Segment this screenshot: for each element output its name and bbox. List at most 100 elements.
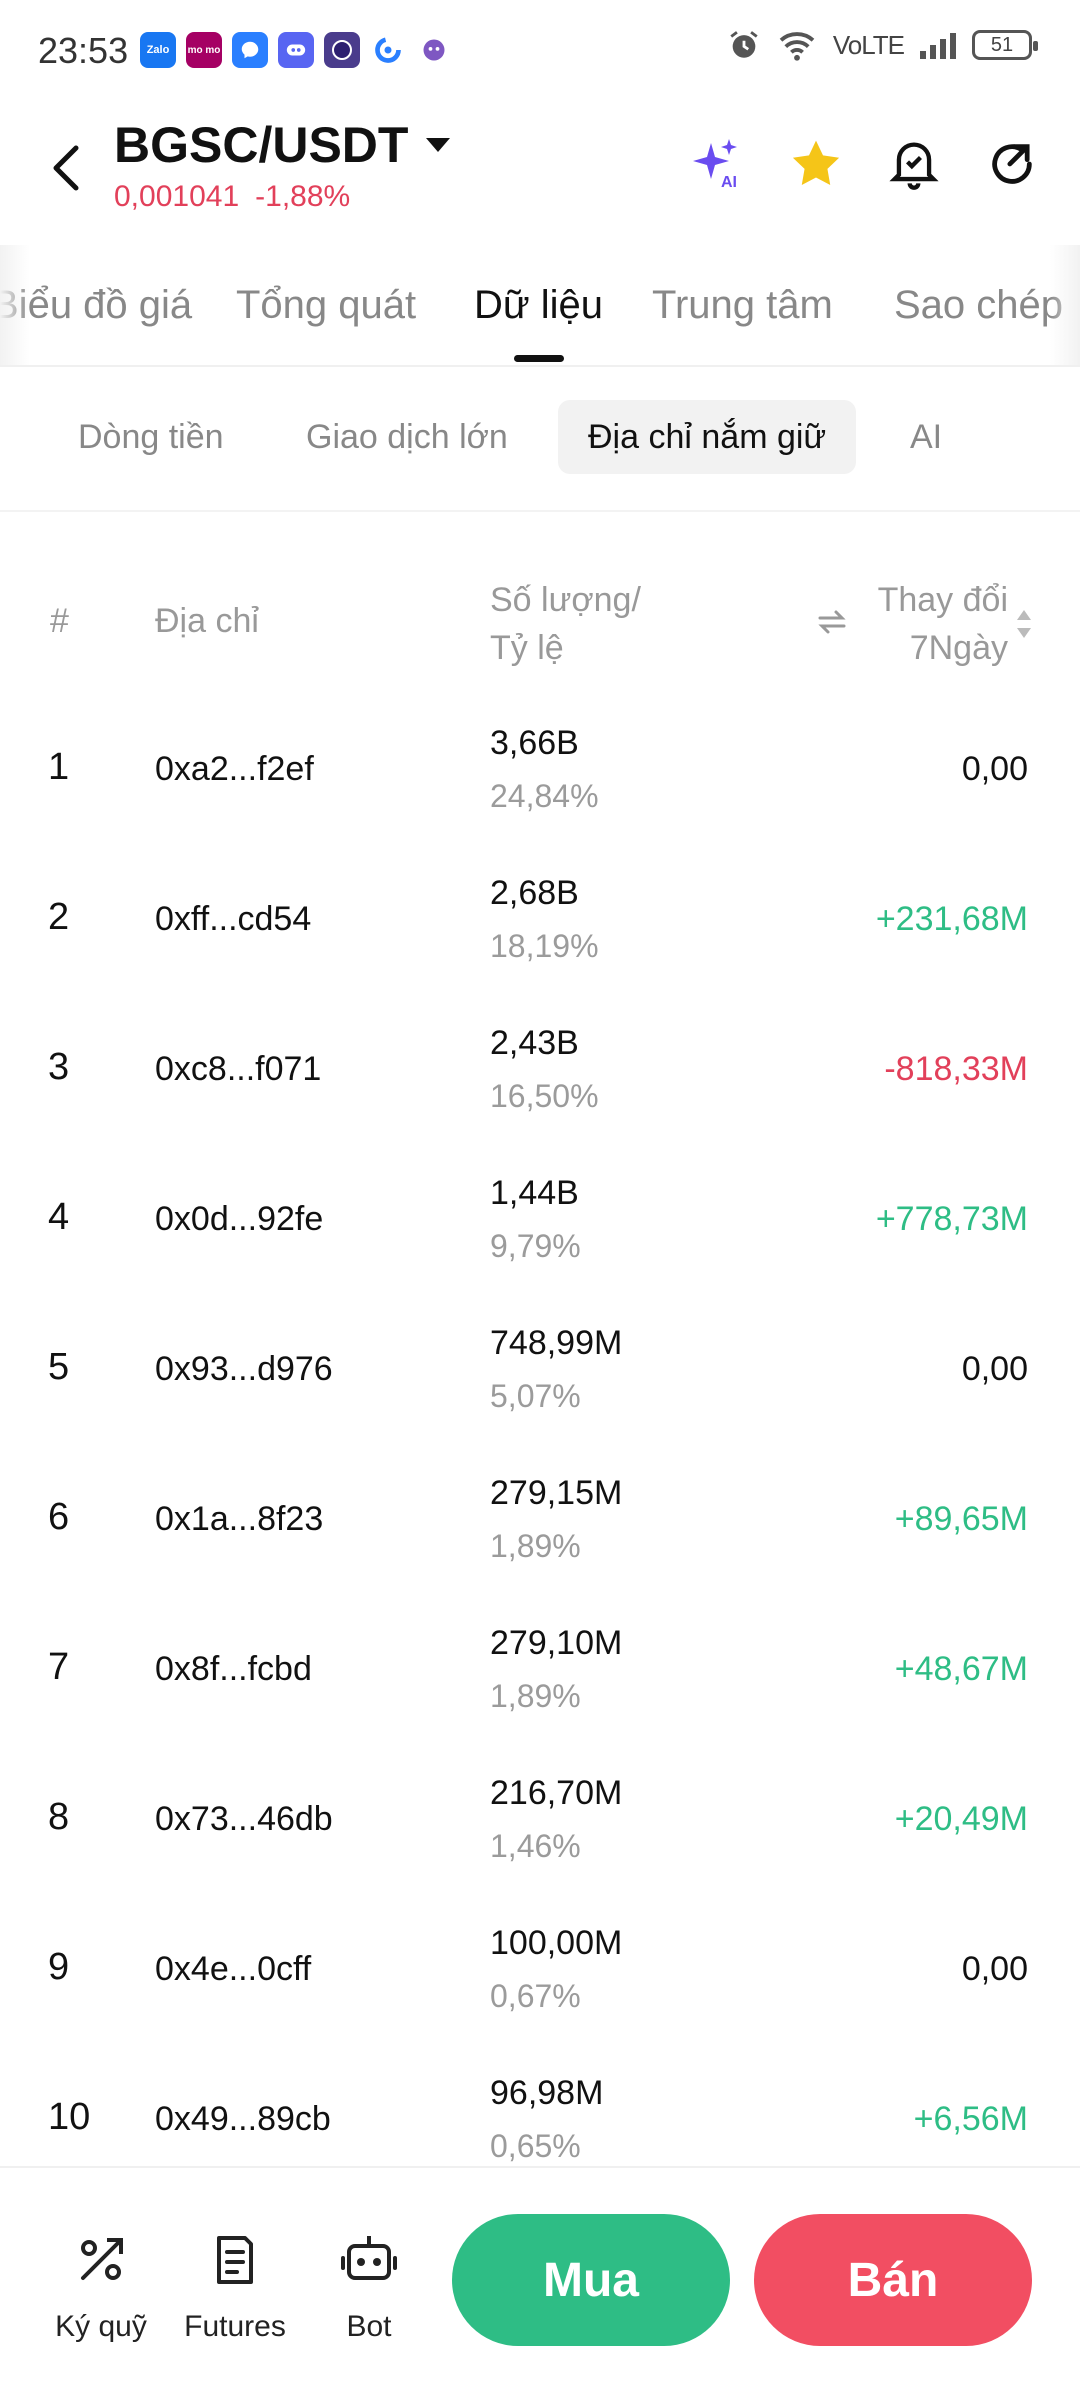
messenger-icon <box>232 32 268 68</box>
row-percentage: 1,89% <box>490 1678 581 1714</box>
row-rank: 3 <box>48 1046 70 1088</box>
table-row[interactable]: 6 0x1a...8f23 279,15M 1,89% +89,65M <box>0 1450 1080 1600</box>
momo-icon: mo mo <box>186 32 222 68</box>
sort-icon[interactable] <box>1014 604 1034 644</box>
pair-selector[interactable]: BGSC/USDT <box>114 116 451 174</box>
table-row[interactable]: 3 0xc8...f071 2,43B 16,50% -818,33M <box>0 1000 1080 1150</box>
row-percentage: 24,84% <box>490 778 599 814</box>
subtab-holder-addresses[interactable]: Địa chỉ nắm giữ <box>558 400 857 474</box>
pair-header: BGSC/USDT 0,001041 -1,88% AI <box>0 100 1080 240</box>
row-quantity: 216,70M <box>490 1774 623 1812</box>
row-percentage: 16,50% <box>490 1078 599 1114</box>
caret-down-icon <box>426 138 451 152</box>
bot-button[interactable]: Bot <box>314 2230 424 2344</box>
row-quantity: 279,10M <box>490 1624 623 1662</box>
row-quantity: 748,99M <box>490 1324 623 1362</box>
margin-icon <box>81 2238 123 2280</box>
subtab-ai[interactable]: AI <box>910 418 943 456</box>
active-tab-indicator <box>514 355 564 362</box>
row-change: 0,00 <box>961 750 1028 788</box>
row-rank: 8 <box>48 1796 70 1838</box>
row-change: 0,00 <box>961 1950 1028 1988</box>
signal-icon <box>920 31 956 59</box>
subtab-cash-flow[interactable]: Dòng tiền <box>78 418 224 456</box>
row-change: +6,56M <box>913 2100 1028 2138</box>
bot-label: Bot <box>346 2310 392 2343</box>
tab-copy[interactable]: Sao chép <box>894 283 1064 327</box>
row-change: +231,68M <box>875 900 1028 938</box>
row-quantity: 100,00M <box>490 1924 623 1962</box>
tab-center[interactable]: Trung tâm <box>652 283 833 327</box>
row-rank: 4 <box>48 1196 70 1238</box>
scroll-fade-right <box>1050 245 1080 365</box>
row-address: 0x73...46db <box>155 1800 333 1838</box>
table-row[interactable]: 7 0x8f...fcbd 279,10M 1,89% +48,67M <box>0 1600 1080 1750</box>
back-arrow-icon <box>53 145 79 191</box>
row-percentage: 0,65% <box>490 2128 581 2164</box>
bottom-action-bar: Ký quỹ Futures Bot Mua Bán <box>0 2166 1080 2392</box>
row-change: 0,00 <box>961 1350 1028 1388</box>
share-icon <box>992 144 1032 184</box>
toggle-unit-button[interactable] <box>816 606 848 645</box>
favorite-button[interactable] <box>788 136 844 192</box>
row-address: 0x4e...0cff <box>155 1950 312 1988</box>
futures-icon <box>217 2236 253 2284</box>
futures-button[interactable]: Futures <box>180 2230 290 2344</box>
battery-icon: 51 <box>972 30 1038 60</box>
table-row[interactable]: 2 0xff...cd54 2,68B 18,19% +231,68M <box>0 850 1080 1000</box>
row-percentage: 1,46% <box>490 1828 581 1864</box>
row-address: 0x1a...8f23 <box>155 1500 324 1538</box>
tab-data[interactable]: Dữ liệu <box>474 283 604 327</box>
row-change: +20,49M <box>894 1800 1028 1838</box>
header-change-line1: Thay đổi <box>877 581 1008 619</box>
table-header: # Địa chỉ Số lượng/ Tỷ lệ Thay đổi 7Ngày <box>0 560 1080 680</box>
row-rank: 9 <box>48 1946 70 1988</box>
row-rank: 10 <box>48 2096 91 2138</box>
table-row[interactable]: 9 0x4e...0cff 100,00M 0,67% 0,00 <box>0 1900 1080 2050</box>
header-rank: # <box>50 602 69 640</box>
row-address: 0xff...cd54 <box>155 900 312 938</box>
back-button[interactable] <box>40 138 92 198</box>
row-change: +48,67M <box>894 1650 1028 1688</box>
row-percentage: 9,79% <box>490 1228 581 1264</box>
table-row[interactable]: 4 0x0d...92fe 1,44B 9,79% +778,73M <box>0 1150 1080 1300</box>
row-quantity: 3,66B <box>490 724 579 762</box>
header-quantity: Số lượng/ Tỷ lệ <box>490 576 641 672</box>
system-status: VoLTE 51 <box>727 28 1038 62</box>
share-button[interactable] <box>984 136 1040 192</box>
row-address: 0x93...d976 <box>155 1350 333 1388</box>
row-rank: 5 <box>48 1346 70 1388</box>
row-address: 0x0d...92fe <box>155 1200 324 1238</box>
row-percentage: 1,89% <box>490 1528 581 1564</box>
tab-overview[interactable]: Tổng quát <box>236 283 417 327</box>
star-icon <box>792 140 840 185</box>
buy-button[interactable]: Mua <box>452 2214 730 2346</box>
tab-price-chart[interactable]: Biểu đồ giá <box>0 283 193 327</box>
ai-button[interactable]: AI <box>690 136 746 192</box>
table-row[interactable]: 10 0x49...89cb 96,98M 0,65% +6,56M <box>0 2050 1080 2200</box>
row-quantity: 2,68B <box>490 874 579 912</box>
header-quantity-line2: Tỷ lệ <box>490 629 564 667</box>
table-row[interactable]: 5 0x93...d976 748,99M 5,07% 0,00 <box>0 1300 1080 1450</box>
futures-label: Futures <box>184 2310 286 2343</box>
row-address: 0xa2...f2ef <box>155 750 314 788</box>
row-rank: 1 <box>48 746 70 788</box>
divider <box>0 510 1080 512</box>
status-time: 23:53 <box>38 30 129 71</box>
sub-tabs: Dòng tiền Giao dịch lớn Địa chỉ nắm giữ … <box>0 400 1080 476</box>
sell-button[interactable]: Bán <box>754 2214 1032 2346</box>
app-icon <box>324 32 360 68</box>
zalo-icon: Zalo <box>140 32 176 68</box>
price-alert-button[interactable] <box>886 136 942 192</box>
row-quantity: 1,44B <box>490 1174 579 1212</box>
table-row[interactable]: 1 0xa2...f2ef 3,66B 24,84% 0,00 <box>0 700 1080 850</box>
margin-button[interactable]: Ký quỹ <box>46 2230 156 2344</box>
ai-sparkle-icon: AI <box>693 139 737 191</box>
header-change-7d[interactable]: Thay đổi 7Ngày <box>878 576 1008 672</box>
notification-icons: Zalo mo mo <box>140 32 452 68</box>
table-row[interactable]: 8 0x73...46db 216,70M 1,46% +20,49M <box>0 1750 1080 1900</box>
wifi-icon <box>779 32 815 61</box>
subtab-large-trades[interactable]: Giao dịch lớn <box>306 418 508 456</box>
header-quantity-line1: Số lượng/ <box>490 581 641 619</box>
row-quantity: 2,43B <box>490 1024 579 1062</box>
